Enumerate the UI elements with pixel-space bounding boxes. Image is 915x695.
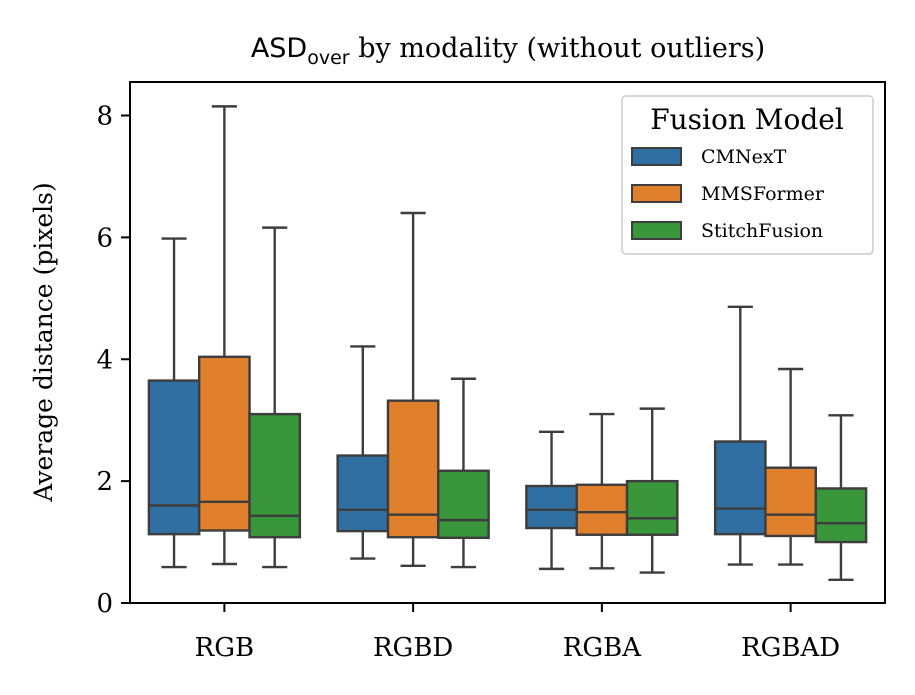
legend-label-mmsformer: MMSFormer [701,183,825,205]
box-mmsformer-rgb [198,355,251,532]
plot-area [147,105,868,582]
box-stitchfusion-rgba [625,479,679,536]
legend-swatch-stitchfusion [631,221,682,240]
legend-swatch-cmnext [631,147,682,166]
title-subscript: over [307,47,350,69]
legend-swatch-mmsformer [631,184,682,203]
box-group-rgb [147,105,302,569]
legend-title: Fusion Model [650,103,844,136]
box-mmsformer-rgbad [764,466,817,538]
box-group-rgbd [336,211,490,569]
legend-label-stitchfusion: StitchFusion [701,220,823,242]
axes: 0 2 4 6 8 RGB RGBD RGBA RGBAD [96,81,886,663]
box-cmnext-rgb [147,379,201,536]
y-tick-label: 2 [96,467,113,497]
box-group-rgba [525,407,679,574]
box-mmsformer-rgba [575,483,629,536]
y-tick-label: 0 [96,589,113,619]
y-tick-label: 6 [96,223,113,253]
x-tick-label-rgbad: RGBAD [741,633,840,663]
box-cmnext-rgbad [713,440,767,536]
box-cmnext-rgbd [336,454,390,533]
title-rest: by modality (without outliers) [350,33,766,64]
legend: Fusion Model CMNexT MMSFormer StitchFusion [621,95,874,255]
box-stitchfusion-rgbad [814,487,868,544]
box-mmsformer-rgbd [386,399,440,539]
box-cmnext-rgba [525,484,578,530]
x-tick-label-rgba: RGBA [563,633,642,663]
axes-frame [129,81,886,604]
box-group-rgbad [713,305,868,582]
legend-entries: CMNexT MMSFormer StitchFusion [631,146,825,242]
legend-label-cmnext: CMNexT [701,146,787,168]
x-tick-label-rgb: RGB [195,633,254,663]
title-main: ASD [251,33,307,64]
legend-frame [621,95,874,255]
chart-title: ASDover by modality (without outliers) [251,33,765,69]
y-tick-label: 8 [96,102,113,132]
y-tick-label: 4 [96,345,113,375]
box-stitchfusion-rgb [248,412,302,539]
box-stitchfusion-rgbd [437,469,490,539]
x-tick-label-rgbd: RGBD [373,633,453,663]
y-axis-title: Average distance (pixels) [29,182,58,502]
